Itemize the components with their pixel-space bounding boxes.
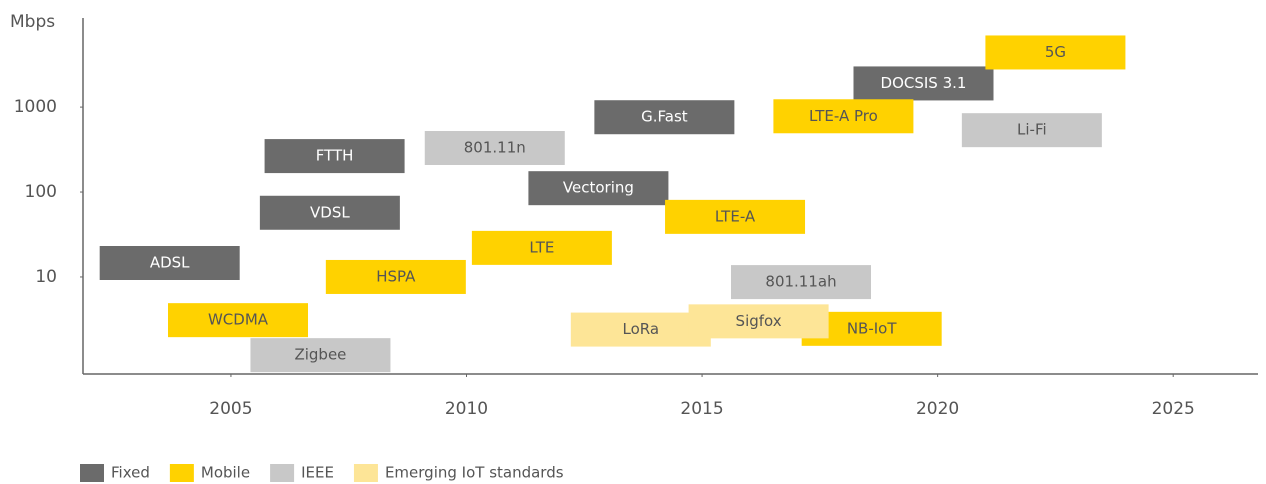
legend-label: Mobile: [201, 464, 250, 482]
tech-box: [985, 35, 1126, 70]
box-label: VDSL: [310, 203, 350, 221]
legend-label: IEEE: [301, 464, 334, 482]
box-label: Vectoring: [563, 179, 634, 197]
box-label: Zigbee: [294, 346, 346, 364]
tech-box: [471, 230, 612, 265]
box-label: G.Fast: [641, 108, 688, 126]
legend-swatch: [270, 464, 295, 482]
legend-label: Emerging IoT standards: [385, 464, 564, 482]
box-label: Sigfox: [736, 312, 782, 330]
y-axis-label: Mbps: [10, 12, 55, 32]
tech-box: [325, 259, 466, 294]
tech-box: [264, 139, 405, 174]
box-label: LTE-A Pro: [809, 107, 878, 125]
tech-box: [665, 199, 806, 234]
tech-box: [99, 246, 240, 280]
tech-box: [168, 303, 309, 338]
legend-swatch: [353, 464, 378, 482]
tech-box: [570, 312, 711, 347]
tech-box: [259, 195, 400, 230]
tech-box: [250, 338, 391, 373]
x-tick-label: 2005: [209, 399, 252, 419]
tech-box: [688, 304, 829, 339]
box-label: DOCSIS 3.1: [881, 74, 967, 92]
box-label: LTE: [529, 238, 554, 256]
box-label: LoRa: [623, 320, 660, 338]
x-tick-label: 2015: [680, 399, 723, 419]
box-label: 801.11n: [464, 138, 526, 156]
legend-label: Fixed: [111, 464, 150, 482]
box-label: NB-IoT: [847, 319, 898, 337]
box-label: FTTH: [316, 147, 354, 165]
tech-box: [853, 66, 994, 101]
box-label: ADSL: [150, 254, 190, 272]
legend-swatch: [169, 464, 194, 482]
x-tick-label: 2025: [1152, 399, 1195, 419]
box-label: 5G: [1045, 43, 1066, 61]
tech-box: [594, 100, 735, 135]
legend-swatch: [80, 464, 104, 482]
x-tick-label: 2020: [916, 399, 959, 419]
y-tick-label: 10: [35, 267, 57, 287]
box-label: Li-Fi: [1017, 121, 1047, 139]
tech-box: [731, 265, 872, 300]
tech-box: [424, 130, 565, 165]
box-label: HSPA: [376, 267, 416, 285]
box-label: 801.11ah: [765, 273, 836, 291]
tech-box: [528, 171, 669, 206]
x-tick-label: 2010: [445, 399, 488, 419]
y-tick-label: 100: [25, 182, 57, 202]
box-label: LTE-A: [715, 207, 756, 225]
tech-box: [961, 113, 1102, 148]
box-label: WCDMA: [208, 311, 269, 329]
y-tick-label: 1000: [14, 97, 57, 117]
tech-box: [773, 99, 914, 134]
